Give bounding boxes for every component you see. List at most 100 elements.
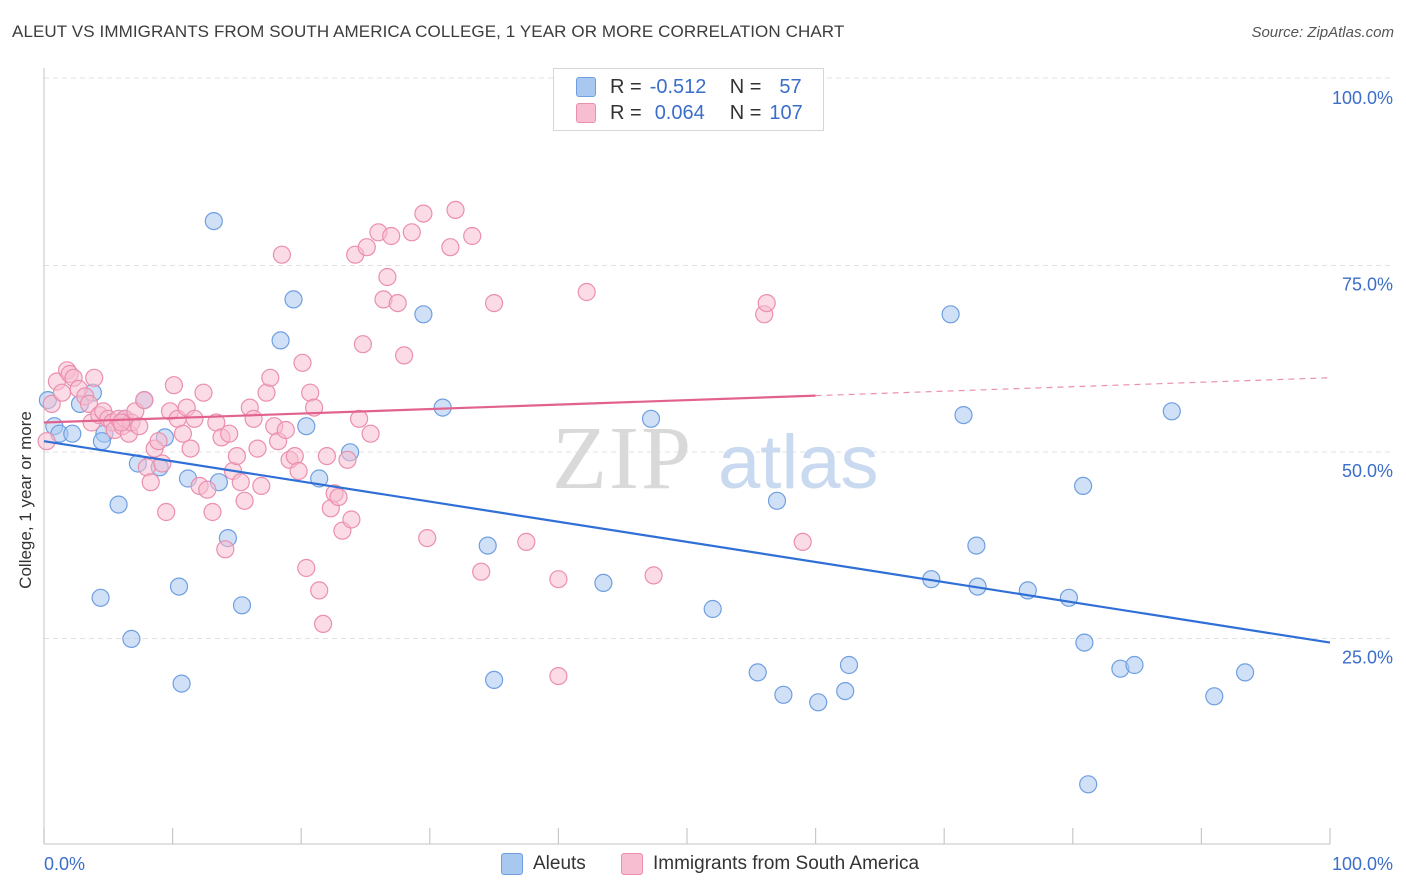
data-point	[317, 447, 336, 466]
data-point	[63, 424, 82, 443]
data-point	[967, 536, 986, 555]
data-point	[297, 417, 316, 436]
data-point	[549, 666, 568, 686]
data-point	[112, 413, 131, 432]
data-point	[338, 450, 357, 469]
data-point	[244, 409, 263, 428]
legend-row-immigrants: R = 0.064 N = 107	[576, 101, 803, 125]
data-point	[257, 383, 276, 402]
y-axis-label: College, 1 year or more	[16, 411, 35, 589]
data-point	[203, 502, 222, 522]
data-point	[164, 376, 183, 395]
x-tick-label-max: 100.0%	[1332, 854, 1393, 874]
data-point	[235, 491, 254, 510]
series-immigrants	[37, 200, 812, 686]
data-point	[1059, 588, 1079, 607]
data-point	[748, 663, 767, 682]
legend-r-value: -0.512	[649, 75, 707, 98]
data-point	[418, 528, 437, 548]
data-point	[1079, 775, 1098, 794]
chart-title: ALEUT VS IMMIGRANTS FROM SOUTH AMERICA C…	[12, 22, 845, 41]
data-point	[402, 223, 421, 242]
data-point	[232, 596, 252, 615]
data-point	[836, 681, 855, 701]
data-point	[414, 204, 433, 223]
data-point	[478, 536, 497, 555]
data-point	[297, 558, 316, 578]
data-point	[472, 562, 491, 581]
data-point	[198, 480, 217, 499]
data-point	[314, 614, 333, 634]
legend-n-value: 107	[769, 101, 803, 124]
data-point	[414, 305, 433, 324]
data-point	[1205, 687, 1224, 706]
trendline-aleuts	[43, 440, 1331, 644]
data-point	[485, 670, 504, 690]
data-point	[357, 238, 376, 257]
data-point	[271, 331, 290, 350]
data-point	[109, 495, 128, 514]
data-point	[149, 432, 168, 451]
y-axis-label-wrap: College, 1 year or more	[12, 360, 40, 640]
bottom-legend-immigrants: Immigrants from South America	[621, 852, 919, 876]
data-point	[284, 290, 303, 309]
data-point	[517, 532, 536, 552]
data-point	[941, 305, 960, 324]
trendline-immigrants-dashed	[815, 377, 1331, 397]
legend-swatch-immigrants	[576, 103, 596, 123]
data-point	[85, 368, 104, 387]
data-point	[757, 294, 776, 313]
data-point	[157, 502, 176, 522]
data-point	[577, 282, 596, 302]
data-point	[301, 383, 320, 402]
data-point	[329, 488, 348, 507]
data-point	[305, 398, 324, 417]
data-point	[276, 420, 295, 440]
data-point	[289, 461, 308, 481]
bottom-legend-swatch-immigrants	[621, 853, 643, 875]
data-point	[1075, 633, 1094, 652]
data-point	[485, 294, 504, 313]
data-point	[1125, 655, 1144, 675]
data-point	[216, 540, 235, 559]
data-point	[91, 588, 110, 607]
data-point	[252, 476, 271, 495]
axes	[43, 68, 1331, 845]
legend-r-value: 0.064	[654, 101, 705, 124]
legend-row-aleuts: R = -0.512 N = 57	[576, 75, 802, 99]
data-point	[463, 226, 482, 246]
watermark-zip: ZIP	[552, 409, 693, 508]
data-point	[549, 570, 568, 589]
data-point	[137, 458, 156, 477]
data-point	[353, 335, 372, 354]
legend-r-label: R =	[610, 75, 642, 98]
data-point	[809, 693, 828, 712]
data-point	[1235, 663, 1255, 682]
bottom-legend-label-aleuts: Aleuts	[533, 853, 586, 874]
data-point	[261, 368, 280, 387]
data-point	[172, 674, 191, 693]
data-point	[204, 212, 223, 231]
y-tick-label: 75.0%	[1342, 275, 1393, 295]
trendline-immigrants	[43, 394, 816, 424]
legend-n-value: 57	[779, 75, 802, 98]
data-point	[130, 417, 149, 436]
data-point	[361, 424, 380, 443]
data-point	[839, 655, 859, 675]
data-point	[446, 200, 465, 219]
data-point	[272, 245, 291, 264]
data-point	[703, 599, 722, 619]
data-point	[135, 391, 154, 410]
watermark: ZIP atlas	[552, 409, 879, 508]
legend-n-label: N =	[729, 101, 762, 124]
data-point	[122, 629, 141, 649]
data-point	[342, 510, 361, 529]
data-point	[169, 577, 189, 596]
watermark-atlas: atlas	[718, 420, 879, 505]
data-point	[248, 439, 267, 458]
bottom-legend-swatch-aleuts	[501, 853, 523, 875]
gridlines	[44, 77, 1392, 639]
data-point	[42, 394, 61, 413]
data-point	[173, 424, 192, 443]
bottom-legend-label-immigrants: Immigrants from South America	[653, 853, 920, 874]
